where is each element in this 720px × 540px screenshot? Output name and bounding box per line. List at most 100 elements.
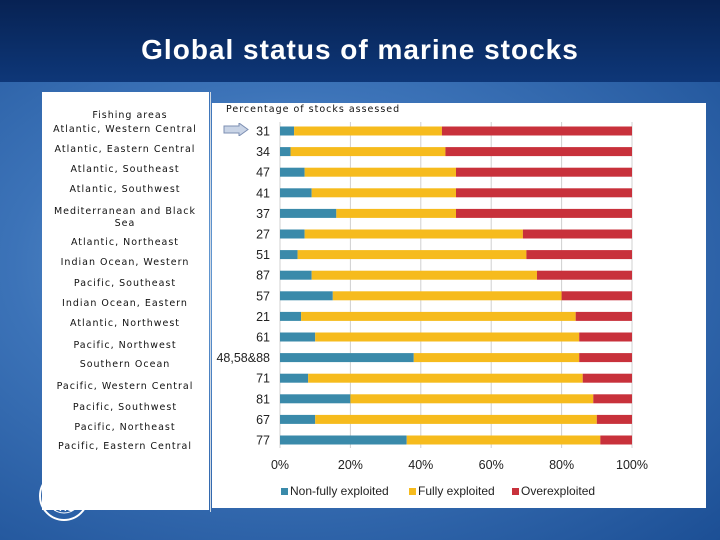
legend-label: Fully exploited: [418, 484, 495, 498]
bar-segment-non-fully: [280, 250, 298, 260]
bar-segment-over: [579, 332, 632, 342]
bar-segment-fully: [308, 373, 583, 383]
chart-divider: [210, 92, 211, 512]
bar-segment-fully: [297, 250, 527, 260]
category-label: 87: [256, 269, 270, 283]
category-label: 67: [256, 413, 270, 427]
fishing-area-label: Pacific, Southwest: [72, 402, 178, 413]
category-label: 21: [256, 310, 270, 324]
fishing-area-label: Atlantic, Eastern Central: [54, 144, 196, 155]
title-band: [0, 0, 720, 82]
bar-segment-over: [593, 394, 632, 404]
fishing-area-label: Atlantic, Southwest: [69, 184, 181, 195]
category-label: 61: [256, 331, 270, 345]
bar-segment-non-fully: [280, 147, 291, 157]
slide-title: Global status of marine stocks: [141, 34, 579, 65]
bar-segment-non-fully: [280, 229, 305, 239]
fishing-area-label: Pacific, Northeast: [74, 422, 176, 433]
arrow-right-icon: [223, 123, 249, 136]
bar-segment-non-fully: [280, 414, 316, 424]
x-tick-label: 0%: [271, 458, 289, 472]
legend-swatch: [512, 488, 519, 495]
x-tick-label: 40%: [408, 458, 433, 472]
bar-segment-over: [456, 208, 632, 218]
bar-segment-fully: [336, 208, 456, 218]
x-tick-label: 100%: [616, 458, 648, 472]
bar-segment-over: [441, 126, 632, 136]
fishing-area-label: Atlantic, Northwest: [69, 318, 181, 329]
fishing-area-label: Atlantic, Southeast: [70, 164, 180, 175]
bar-segment-fully: [413, 353, 580, 363]
category-label: 48,58&88: [216, 351, 270, 365]
bar-segment-fully: [301, 311, 576, 321]
chart-subtitle: Percentage of stocks assessed: [226, 104, 401, 115]
bar-segment-over: [456, 167, 632, 177]
category-label: 51: [256, 248, 270, 262]
fishing-area-label: Pacific, Southeast: [73, 278, 177, 289]
bar-segment-over: [596, 414, 632, 424]
fishing-area-label: Mediterranean and Black Sea: [53, 206, 197, 229]
legend-label: Non-fully exploited: [290, 484, 389, 498]
legend-swatch: [409, 488, 416, 495]
bar-segment-over: [536, 270, 632, 280]
category-label: 81: [256, 392, 270, 406]
bar-segment-non-fully: [280, 270, 312, 280]
category-label: 37: [256, 207, 270, 221]
bar-segment-non-fully: [280, 291, 333, 301]
fishing-area-label: Pacific, Northwest: [73, 340, 177, 351]
bar-segment-over: [561, 291, 632, 301]
bar-segment-over: [445, 147, 632, 157]
category-label: 71: [256, 372, 270, 386]
bar-segment-non-fully: [280, 188, 312, 198]
fishing-area-label: Indian Ocean, Western: [60, 257, 190, 268]
bar-segment-non-fully: [280, 373, 309, 383]
bar-segment-non-fully: [280, 311, 302, 321]
fishing-area-label: Atlantic, Western Central: [53, 124, 197, 135]
bar-segment-fully: [315, 414, 597, 424]
bar-segment-non-fully: [280, 394, 351, 404]
category-label: 57: [256, 289, 270, 303]
bar-segment-fully: [294, 126, 442, 136]
x-tick-label: 20%: [338, 458, 363, 472]
fishing-area-label: Pacific, Western Central: [56, 381, 194, 392]
x-tick-label: 60%: [479, 458, 504, 472]
legend-swatch: [281, 488, 288, 495]
bar-segment-over: [526, 250, 632, 260]
bar-segment-non-fully: [280, 126, 295, 136]
bar-segment-over: [582, 373, 632, 383]
category-label: 41: [256, 186, 270, 200]
bar-segment-fully: [350, 394, 594, 404]
bar-segment-non-fully: [280, 167, 305, 177]
bar-segment-over: [522, 229, 632, 239]
fishing-areas-panel: [42, 92, 209, 510]
bar-segment-fully: [311, 188, 456, 198]
bar-segment-fully: [304, 167, 456, 177]
bar-segment-over: [456, 188, 632, 198]
fishing-area-label: Atlantic, Northeast: [70, 237, 180, 248]
bar-segment-over: [579, 353, 632, 363]
bar-segment-non-fully: [280, 332, 316, 342]
category-label: 31: [256, 125, 270, 139]
fao-logo: FAO: [39, 471, 89, 521]
bar-segment-over: [600, 435, 632, 445]
category-label: 47: [256, 166, 270, 180]
bar-segment-over: [575, 311, 632, 321]
fishing-area-label: Indian Ocean, Eastern: [62, 298, 188, 309]
fishing-areas-header: Fishing areas: [92, 110, 168, 121]
bar-segment-non-fully: [280, 353, 414, 363]
bar-segment-fully: [290, 147, 446, 157]
category-label: 34: [256, 145, 270, 159]
bar-segment-fully: [315, 332, 580, 342]
bar-segment-fully: [332, 291, 562, 301]
x-tick-label: 80%: [549, 458, 574, 472]
fishing-area-label: Pacific, Eastern Central: [58, 441, 192, 452]
svg-text:FAO: FAO: [54, 503, 75, 514]
bar-segment-fully: [304, 229, 523, 239]
fishing-area-label: Southern Ocean: [79, 359, 171, 370]
bar-segment-non-fully: [280, 208, 337, 218]
category-label: 27: [256, 228, 270, 242]
category-label: 77: [256, 434, 270, 448]
bar-segment-non-fully: [280, 435, 407, 445]
legend-label: Overexploited: [521, 484, 595, 498]
